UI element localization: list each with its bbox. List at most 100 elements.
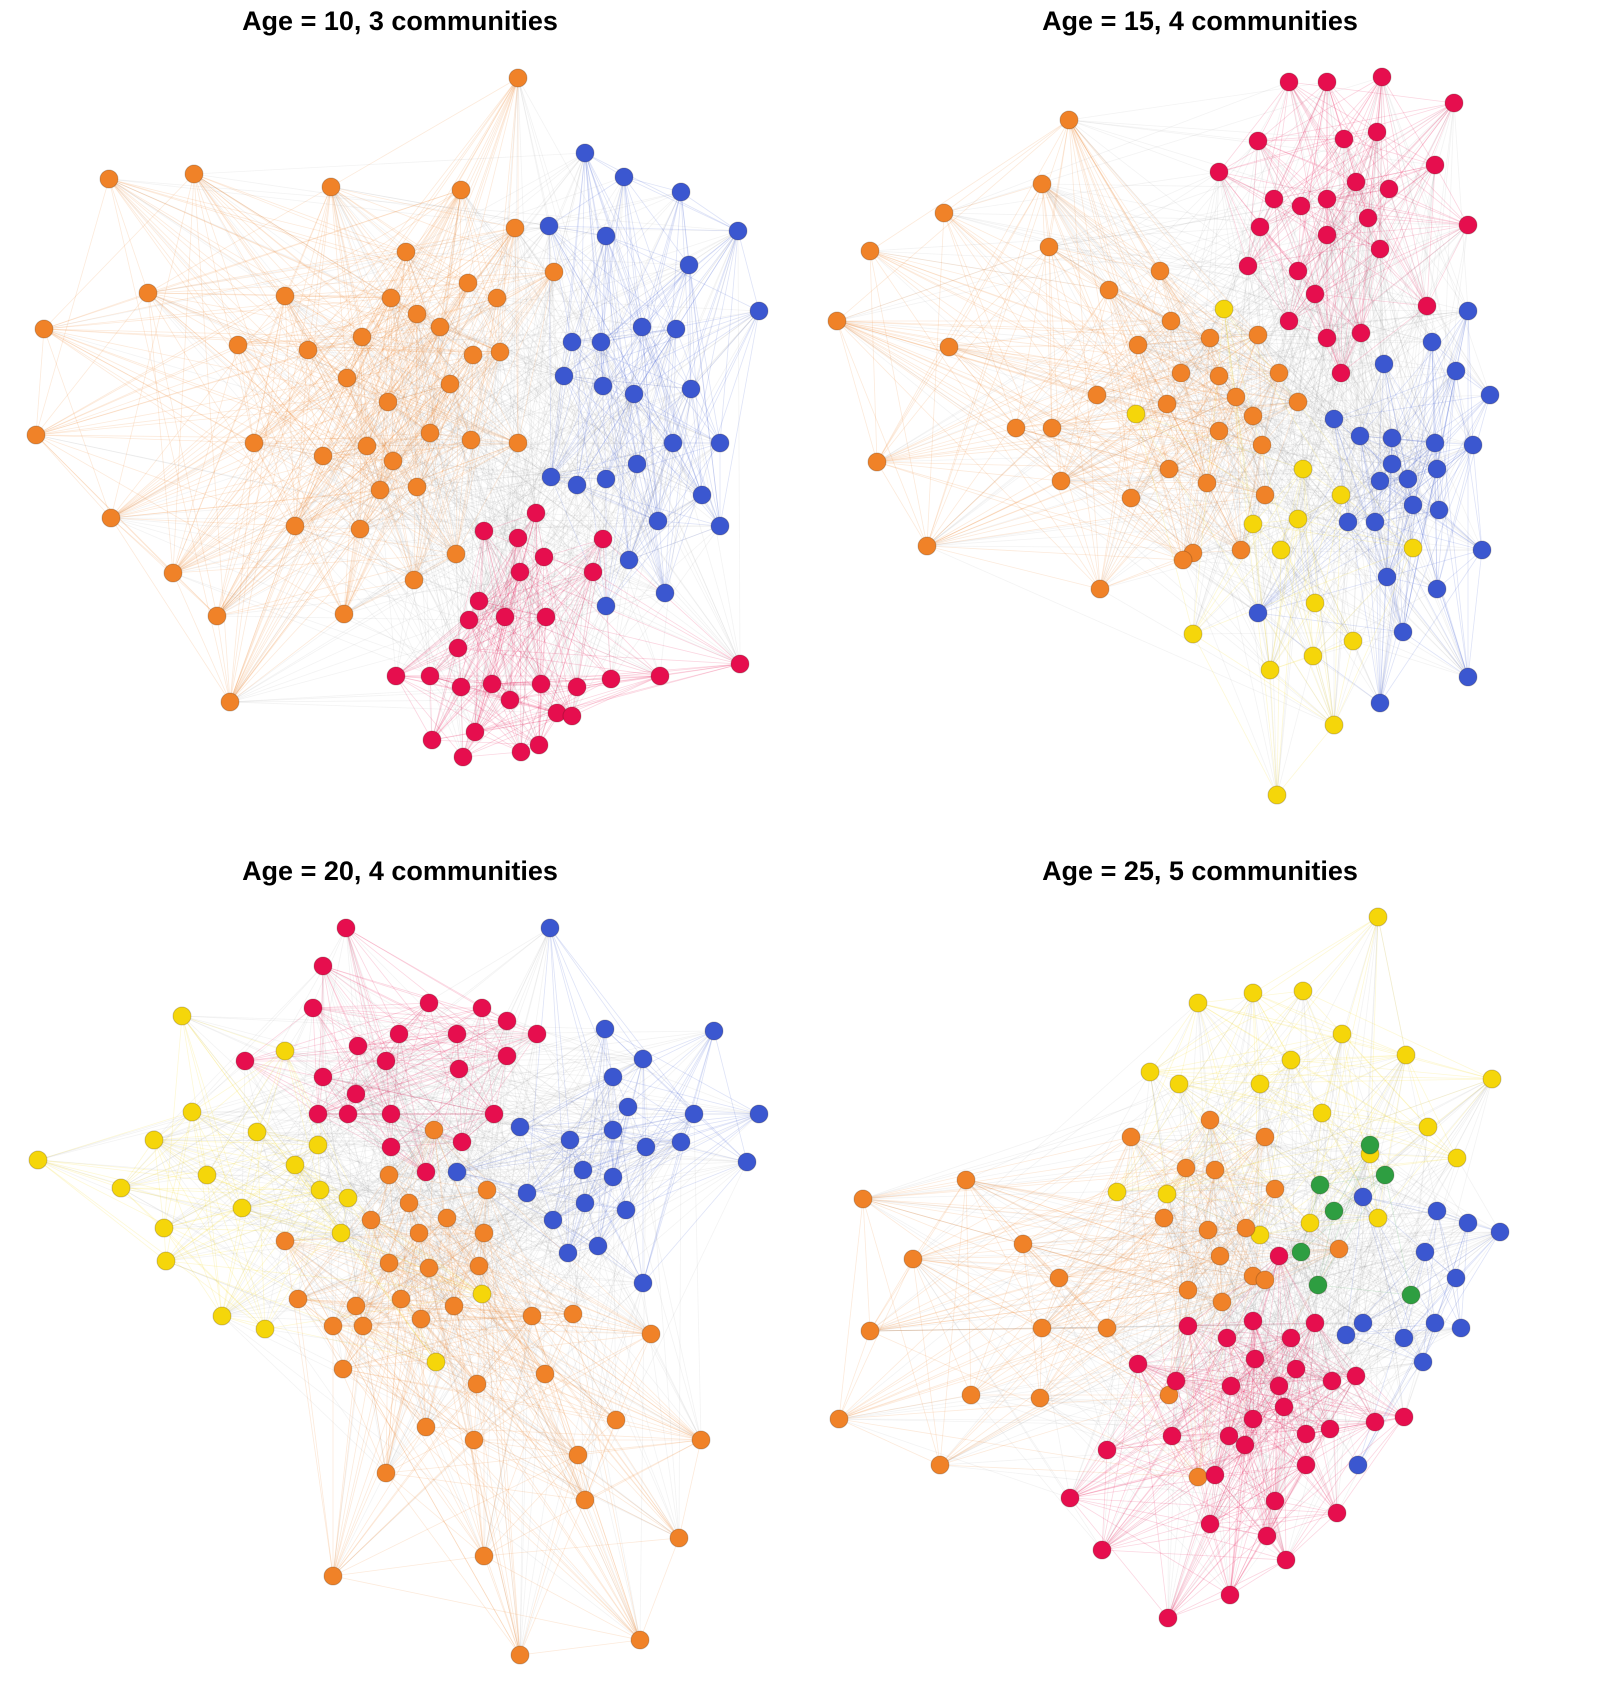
network-node-green [1375,1165,1395,1185]
network-node-blue [603,1067,623,1087]
network-node-blue [692,485,712,505]
network-node-orange [917,536,937,556]
network-node-red [1317,328,1337,348]
network-node-orange [1097,1318,1117,1338]
network-node-blue [1446,361,1466,381]
network-node-orange [1226,387,1246,407]
network-node-orange [34,319,54,339]
network-node-yellow [1368,907,1388,927]
network-node-orange [1200,328,1220,348]
network-node-red [1322,1371,1342,1391]
network-node-orange [510,1645,530,1665]
network-node-blue [1248,603,1268,623]
network-node-red [500,690,520,710]
network-node-orange [26,425,46,445]
network-node-yellow [1312,1103,1332,1123]
network-node-red [1317,225,1337,245]
network-node-red [1162,1426,1182,1446]
network-node-blue [1490,1222,1510,1242]
network-node-red [1209,162,1229,182]
network-node-orange [1255,485,1275,505]
network-node-red [419,993,439,1013]
network-node-red [1248,131,1268,151]
network-node-yellow [1482,1069,1502,1089]
network-node-red [472,998,492,1018]
network-node-orange [1013,1234,1033,1254]
network-node-orange [323,1316,343,1336]
network-node-orange [467,1374,487,1394]
network-node-red [422,730,442,750]
network-node-orange [357,436,377,456]
network-node-red [495,607,515,627]
network-node-yellow [156,1251,176,1271]
network-node-green [1324,1201,1344,1221]
network-node-orange [346,1296,366,1316]
network-node-orange [1121,1127,1141,1147]
network-node-blue [1324,409,1344,429]
network-node-orange [508,68,528,88]
network-node-yellow [1300,1213,1320,1233]
network-node-blue [1382,454,1402,474]
network-node-red [381,1137,401,1157]
network-node-blue [627,454,647,474]
network-node-orange [430,317,450,337]
network-node-orange [409,1223,429,1243]
panel-title: Age = 15, 4 communities [1042,6,1358,36]
network-node-yellow [1418,1117,1438,1137]
network-node-blue [595,1019,615,1039]
network-node-orange [323,1566,343,1586]
network-node-orange [220,692,240,712]
network-node-orange [1176,1158,1196,1178]
network-node-blue [596,469,616,489]
network-node-blue [593,376,613,396]
network-node-blue [1458,1213,1478,1233]
network-node-blue [1394,1328,1414,1348]
network-node-yellow [1250,1074,1270,1094]
network-node-orange [1087,385,1107,405]
network-node-orange [477,1180,497,1200]
network-node-orange [1159,459,1179,479]
network-node-orange [1248,325,1268,345]
network-node-blue [1353,1187,1373,1207]
network-node-orange [1032,174,1052,194]
network-node-red [1346,1366,1366,1386]
network-node-blue [671,182,691,202]
network-node-orange [1329,1239,1349,1259]
network-node-blue [603,1120,623,1140]
network-node-blue [1427,579,1447,599]
network-node-red [449,1059,469,1079]
network-node-orange [505,218,525,238]
network-node-blue [648,511,668,531]
network-node-blue [1446,1268,1466,1288]
network-node-yellow [182,1102,202,1122]
network-node-orange [444,1296,464,1316]
network-node-orange [568,1445,588,1465]
network-node-blue [1393,622,1413,642]
network-node-orange [544,262,564,282]
network-node-red [474,521,494,541]
network-node-orange [1252,435,1272,455]
network-node-red [1291,196,1311,216]
network-node-orange [321,177,341,197]
network-node-orange [1121,488,1141,508]
network-node-red [416,1162,436,1182]
network-node-blue [1336,1325,1356,1345]
panel-age-25: Age = 25, 5 communities [800,850,1600,1700]
network-node-orange [829,1409,849,1429]
network-node-blue [575,1193,595,1213]
network-node-blue [1458,301,1478,321]
network-node-red [1243,1409,1263,1429]
network-node-red [1365,1412,1385,1432]
network-node-red [1217,1328,1237,1348]
network-node-blue [684,1104,704,1124]
network-node-orange [1032,1318,1052,1338]
network-node-orange [1231,540,1251,560]
network-node-red [593,529,613,549]
network-node-yellow [1157,1184,1177,1204]
network-node-yellow [1403,538,1423,558]
network-node-blue [1429,500,1449,520]
network-node-red [1269,1246,1289,1266]
network-node-orange [407,304,427,324]
network-node-red [420,666,440,686]
